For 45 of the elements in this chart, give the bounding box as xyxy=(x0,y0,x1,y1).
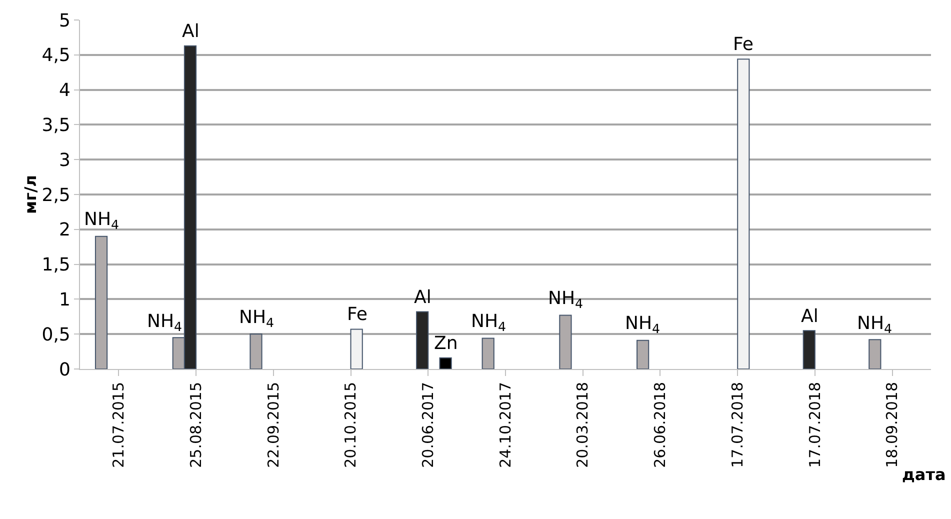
series-label: NH$_{4}$ xyxy=(147,311,182,334)
x-tick-label: 17.07.2018 xyxy=(806,382,824,468)
x-tick-label: 18.09.2018 xyxy=(883,382,902,468)
x-tick-label: 20.10.2015 xyxy=(342,382,360,468)
y-tick-label: 3,5 xyxy=(42,115,70,136)
text: NH$_{4}$ xyxy=(471,311,506,334)
bar xyxy=(737,58,750,369)
y-tick-label: 1,5 xyxy=(42,254,70,276)
bar xyxy=(802,330,816,369)
text: NH$_{4}$ xyxy=(625,313,660,336)
text: NH$_{4}$ xyxy=(239,307,274,330)
text: NH$_{4}$ xyxy=(548,288,584,311)
x-tick-label: 17.07.2018 xyxy=(728,382,746,468)
text: Al xyxy=(414,287,432,308)
y-tick-label: 1 xyxy=(58,290,70,310)
x-tick-label: 20.06.2017 xyxy=(419,382,438,468)
text: Fe xyxy=(733,34,754,55)
y-tick-label: 2 xyxy=(58,220,70,241)
y-tick-label: 0 xyxy=(58,359,70,380)
x-axis-title: дата xyxy=(902,465,946,484)
series-label: Fe xyxy=(347,304,368,325)
text: Al xyxy=(182,21,200,42)
x-tick-label: 25.08.2015 xyxy=(186,382,205,468)
bar xyxy=(350,328,363,369)
x-tick-label: 24.10.2017 xyxy=(496,382,514,468)
text: NH$_{4}$ xyxy=(84,209,120,232)
bar xyxy=(439,357,452,369)
series-label: Al xyxy=(801,306,818,327)
y-tick-label: 2,5 xyxy=(42,184,70,206)
y-tick-label: 0,5 xyxy=(42,324,70,346)
y-tick-label: 3 xyxy=(58,150,70,171)
series-label: Zn xyxy=(434,333,458,354)
y-tick-label: 4,5 xyxy=(42,45,70,66)
y-axis-title: мг/л xyxy=(20,175,40,214)
bar xyxy=(482,338,494,369)
text: NH$_{4}$ xyxy=(857,313,892,336)
y-tick-label: 4 xyxy=(58,80,70,102)
y-tick-label: 5 xyxy=(58,10,70,32)
x-tick-label: 26.06.2018 xyxy=(651,382,670,468)
x-tick-label: 21.07.2015 xyxy=(110,382,128,468)
bar xyxy=(416,311,429,369)
x-tick-label: 22.09.2015 xyxy=(264,382,282,468)
bar xyxy=(636,340,650,369)
bar xyxy=(868,339,882,369)
x-tick-label: 20.03.2018 xyxy=(574,382,592,468)
